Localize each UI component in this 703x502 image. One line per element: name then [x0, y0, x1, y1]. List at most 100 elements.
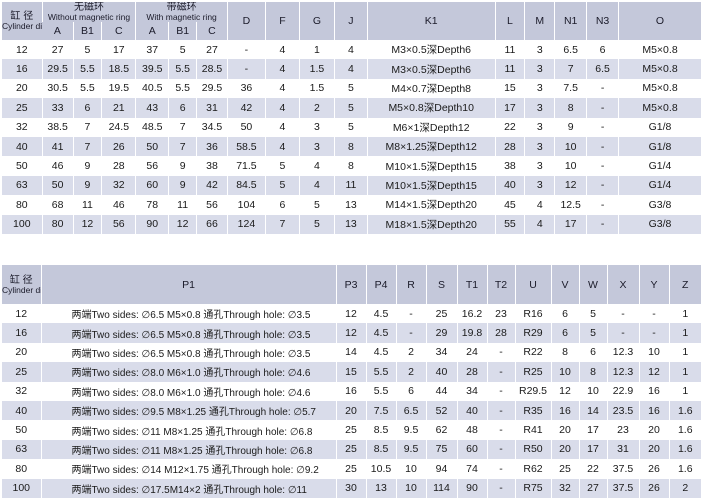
table-cell: 17: [101, 40, 136, 60]
table-cell: 4.5: [365, 323, 396, 343]
table-cell: 10: [395, 478, 426, 498]
table-cell: M5×0.8: [618, 98, 701, 118]
table-cell: 37.5: [606, 478, 639, 498]
table-cell: 5: [333, 78, 368, 99]
table-cell: 10: [395, 459, 426, 479]
table-cell: 48.5: [135, 117, 169, 137]
without-magnet-en: Without magnetic ring: [47, 12, 131, 22]
col-header: P1: [40, 265, 336, 304]
table-cell: 10: [554, 136, 587, 157]
table-cell: G3/8: [618, 195, 701, 215]
table-cell: 4: [264, 98, 300, 118]
table-cell: 40: [425, 362, 457, 382]
table-cell: 1: [668, 381, 701, 401]
sub-col-header: A: [42, 22, 74, 40]
table-cell: 1.5: [298, 59, 335, 79]
col-header: P4: [365, 265, 396, 304]
table-cell: -: [586, 117, 619, 137]
table-cell: 16: [638, 381, 669, 401]
table-cell: 20: [335, 400, 366, 421]
cylinder-dia-cell: 16: [2, 323, 41, 343]
table-cell: 9: [72, 156, 102, 176]
table-cell: 40: [494, 175, 525, 196]
cylinder-dia-cell: 32: [2, 117, 43, 137]
table-cell: 3: [524, 59, 555, 79]
table-cell: 28: [494, 136, 525, 157]
table-cell: 71.5: [226, 156, 266, 176]
table-cell: 28: [101, 156, 136, 176]
table-cell: 20: [550, 439, 579, 460]
table-cell: R29: [514, 323, 551, 343]
table-separator: [0, 258, 703, 263]
table-cell: 5: [333, 117, 368, 137]
sub-col-header: C: [101, 22, 136, 40]
table-cell: 4: [524, 214, 555, 234]
table-cell: 7.5: [365, 400, 396, 421]
table-cell: 50: [135, 136, 169, 157]
table-cell: 9: [168, 156, 197, 176]
table-cell: R16: [514, 304, 551, 324]
table-cell: -: [638, 323, 669, 343]
cylinder-dia-cell: 20: [2, 78, 43, 99]
p1-cell: 两端Two sides: ∅9.5 M8×1.25 通孔Through hole…: [40, 400, 336, 421]
table-cell: 4: [264, 78, 300, 99]
p1-cell: 两端Two sides: ∅6.5 M5×0.8 通孔Through hole:…: [40, 323, 336, 343]
col-header: Y: [638, 265, 669, 304]
table-row: 16 29.5 5.5 18.5 39.5 5.5 28.5-4 1.5 4 M3×0.5深Dep…: [2, 59, 701, 79]
table-cell: M5×0.8: [618, 78, 701, 99]
table-cell: 20: [550, 420, 579, 440]
table-cell: M10×1.5深Depth15: [366, 175, 496, 196]
table-cell: 58.5: [226, 136, 266, 157]
table-cell: 62: [425, 420, 457, 440]
table-cell: -: [586, 214, 619, 234]
table-cell: 12: [335, 304, 366, 324]
col-header: N1: [554, 2, 587, 40]
table-cell: -: [486, 459, 515, 479]
table-cell: 90: [456, 478, 487, 498]
table-row: 40 41 7 26 50 7 36 58.5 4 3 8 M8×1.25深Depth12 28 3 10-…: [2, 136, 701, 157]
col-header: K1: [366, 2, 496, 40]
table-cell: M3×0.5深Depth6: [366, 59, 496, 79]
table-cell: G1/4: [618, 175, 701, 196]
cylinder-dia-en: Cylinder dia: [2, 284, 41, 295]
table-cell: -: [486, 362, 515, 382]
table-cell: 74: [456, 459, 487, 479]
table-cell: 4: [524, 195, 555, 215]
table-cell: 11: [168, 195, 197, 215]
table-cell: 22.9: [606, 381, 639, 401]
table-cell: M6×1深Depth12: [366, 117, 496, 137]
table-cell: 1: [668, 304, 701, 324]
table-cell: 12: [550, 381, 579, 401]
table-cell: 38: [196, 156, 228, 176]
table-cell: 7: [72, 136, 102, 157]
table-row: 20 两端Two sides: ∅6.5 M5×0.8 通孔Through hol…: [2, 342, 701, 363]
table-cell: 68: [41, 195, 74, 215]
table-cell: M3×0.5深Depth6: [366, 40, 496, 60]
table-cell: 43: [135, 98, 169, 118]
table-cell: 12.3: [606, 342, 639, 363]
table-cell: 60: [135, 175, 169, 196]
table-cell: M5×0.8深Depth10: [366, 98, 496, 118]
table-cell: 12: [168, 214, 197, 234]
table-row: 100 80 12 56 90 12 66 124 7 5 13 M18×1.5深Depth20 55 4…: [2, 214, 701, 234]
table-cell: 8: [578, 362, 607, 382]
cylinder-dia-cell: 32: [2, 381, 41, 401]
table-body: 12 27 5 17 37 5 27-4 1 4 M3×0.5深Depth6 11 3 6.5 6 M5×0…: [2, 40, 701, 234]
table-cell: R41: [514, 420, 551, 440]
table-cell: 5: [333, 98, 368, 118]
table-cell: 4.5: [365, 342, 396, 363]
table-cell: 3: [298, 136, 335, 157]
cylinder-dia-header: 缸 径 Cylinder dia: [2, 2, 43, 40]
table-cell: 5: [578, 323, 607, 343]
table-cell: 3: [298, 117, 335, 137]
table-cell: 6: [72, 98, 102, 118]
col-header: V: [550, 265, 579, 304]
table-cell: 84.5: [226, 175, 266, 196]
col-header: M: [524, 2, 555, 40]
table-cell: 12: [638, 362, 669, 382]
table-cell: 26: [101, 136, 136, 157]
table-cell: 10.5: [365, 459, 396, 479]
table-cell: G1/8: [618, 136, 701, 157]
table-cell: 6.5: [586, 59, 619, 79]
sub-col-header: B1: [168, 22, 197, 40]
